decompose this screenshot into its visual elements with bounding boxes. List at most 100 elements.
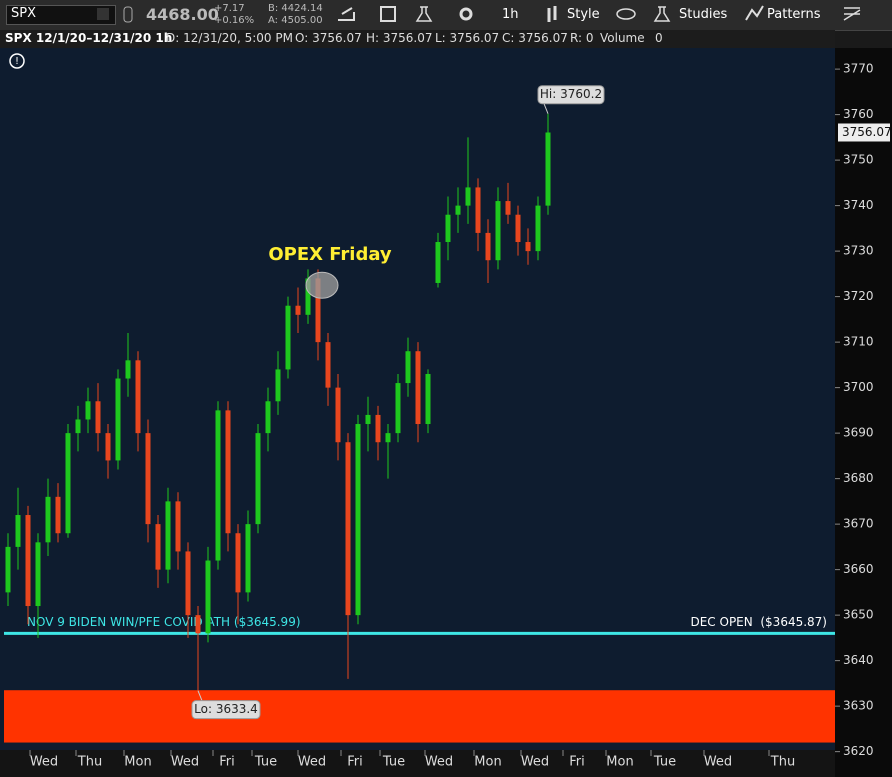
- lo-bubble: [191, 700, 261, 720]
- candle-body: [505, 201, 511, 215]
- candle-body: [15, 515, 21, 547]
- toolbar-icons: [97, 5, 861, 23]
- x-tick-label: Fri: [569, 755, 585, 770]
- zone: [4, 690, 835, 743]
- alert-mark: !: [15, 56, 19, 67]
- candle-body: [335, 387, 341, 443]
- candle-body: [295, 305, 301, 315]
- symbol-box[interactable]: SPX: [6, 5, 116, 25]
- x-tick-label: Fri: [219, 755, 235, 770]
- annotation-marker: [305, 271, 339, 299]
- y-tick-label: 3620: [843, 744, 874, 758]
- time-axis: [0, 750, 835, 777]
- lo-label: Lo: 3633.4: [194, 702, 258, 716]
- x-tick-label: Wed: [704, 755, 732, 770]
- candle-body: [105, 433, 111, 461]
- candle-body: [45, 496, 51, 543]
- y-tick-label: 3730: [843, 244, 874, 258]
- x-tick-label: Thu: [770, 755, 795, 770]
- candle-body: [255, 433, 261, 525]
- candle-body: [145, 433, 151, 525]
- price-axis: [835, 48, 892, 777]
- studies-menu[interactable]: Studies: [679, 7, 728, 22]
- candle-body: [495, 201, 501, 261]
- info-title: SPX 12/1/20–12/31/20 1h: [5, 31, 173, 45]
- x-tick-label: Wed: [521, 755, 549, 770]
- candle-body: [375, 414, 381, 443]
- candle-body: [325, 342, 331, 388]
- candle-body: [125, 360, 131, 379]
- shape-icon: [616, 8, 636, 20]
- candle-body: [225, 410, 231, 534]
- y-tick-label: 3690: [843, 426, 874, 440]
- y-tick-label: 3650: [843, 608, 874, 622]
- change: +7.17: [214, 3, 245, 14]
- candle-body: [135, 360, 141, 434]
- candle-body: [5, 546, 11, 593]
- candle-body: [85, 401, 91, 420]
- x-tick-label: Mon: [606, 755, 633, 770]
- alert-icon[interactable]: [9, 53, 25, 69]
- candle-body: [275, 369, 281, 402]
- studies-icon: [653, 6, 671, 22]
- candle-body: [265, 401, 271, 434]
- bid: B: 4424.14: [268, 3, 323, 14]
- level-label: NOV 9 BIDEN WIN/PFE COVID ATH ($3645.99): [27, 615, 301, 629]
- candle-body: [445, 214, 451, 243]
- drawing-icon: [843, 7, 861, 21]
- y-tick-label: 3740: [843, 198, 874, 212]
- candle-body: [395, 383, 401, 434]
- chart: ! 3620 3630 3640 3650 3660 3670 3680 3690 3700 37…: [0, 48, 892, 777]
- y-tick-label: 3770: [843, 62, 874, 76]
- symbol: SPX: [11, 6, 36, 21]
- x-tick-label: Thu: [77, 755, 102, 770]
- candle-body: [315, 278, 321, 343]
- candle-body: [455, 205, 461, 215]
- interval[interactable]: 1h: [502, 7, 519, 22]
- y-tick-label: 3660: [843, 562, 874, 576]
- candle-body: [155, 524, 161, 570]
- y-tick-label: 3710: [843, 335, 874, 349]
- x-tick-label: Wed: [171, 755, 199, 770]
- candle-body: [545, 132, 551, 206]
- icon: [380, 6, 396, 22]
- change-pct: +0.16%: [214, 15, 255, 26]
- candle-body: [115, 378, 121, 461]
- link-icon: [123, 6, 133, 23]
- candle-body: [215, 410, 221, 561]
- lo-pointer: [197, 690, 203, 701]
- info-volume-label: Volume: [600, 31, 645, 45]
- last-price-label: 3756.07: [842, 125, 892, 139]
- candle-body: [435, 242, 441, 283]
- candle-body: [345, 442, 351, 616]
- y-tick-label: 3750: [843, 153, 874, 167]
- style-menu[interactable]: Style: [567, 7, 600, 22]
- y-tick-label: 3760: [843, 107, 874, 121]
- candle-body: [365, 414, 371, 425]
- x-tick-label: Wed: [425, 755, 453, 770]
- candle-body: [425, 373, 431, 425]
- info-date: D: 12/31/20, 5:00 PM: [166, 31, 293, 45]
- x-tick-label: Tue: [653, 755, 676, 770]
- candle-body: [65, 433, 71, 534]
- y-tick-label: 3630: [843, 699, 874, 713]
- patterns-menu[interactable]: Patterns: [767, 7, 821, 22]
- info-open: O: 3756.07: [295, 31, 362, 45]
- hi-bubble: [537, 85, 605, 105]
- x-tick-label: Tue: [382, 755, 405, 770]
- candle-body: [405, 351, 411, 384]
- candle-body: [415, 351, 421, 425]
- info-close: C: 3756.07: [502, 31, 568, 45]
- gear-icon: [459, 7, 473, 21]
- flask-icon: [415, 6, 433, 22]
- x-tick-label: Tue: [254, 755, 277, 770]
- candle-body: [195, 615, 201, 634]
- candle-body: [475, 187, 481, 233]
- candle-body: [205, 560, 211, 634]
- y-tick-label: 3640: [843, 653, 874, 667]
- y-tick-label: 3700: [843, 380, 874, 394]
- annotation-text: OPEX Friday: [268, 244, 392, 265]
- y-tick-label: 3670: [843, 517, 874, 531]
- x-tick-label: Wed: [298, 755, 326, 770]
- candle-body: [25, 515, 31, 607]
